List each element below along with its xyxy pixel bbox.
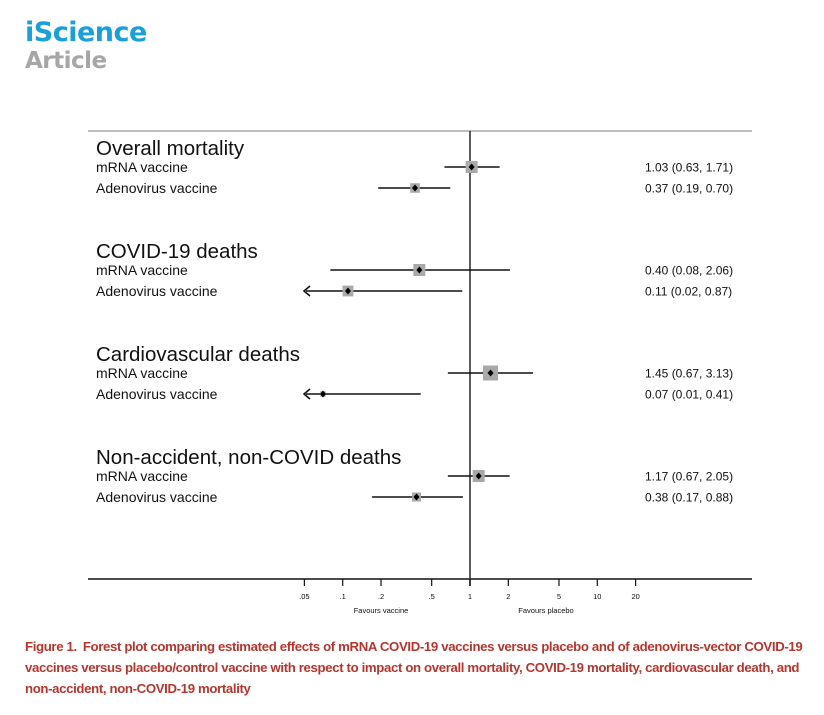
row-label: Adenovirus vaccine — [96, 180, 218, 196]
point-estimate — [412, 184, 419, 192]
group-title: Non-accident, non-COVID deaths — [96, 446, 401, 469]
ci-arrow — [302, 388, 311, 400]
estimate-text: 0.38 (0.17, 0.88) — [645, 491, 733, 505]
forest-row: mRNA vaccine 0.40 (0.08, 2.06) — [96, 262, 733, 278]
point-estimate — [468, 163, 475, 171]
caption-label: Figure 1. — [25, 639, 77, 654]
estimate-text: 0.07 (0.01, 0.41) — [645, 388, 733, 402]
row-label: Adenovirus vaccine — [96, 489, 218, 505]
point-estimate — [475, 472, 482, 480]
xlabel-right: Favours placebo — [518, 606, 573, 615]
estimate-text: 1.03 (0.63, 1.71) — [645, 161, 733, 175]
row-label: mRNA vaccine — [96, 262, 188, 278]
group-title: Cardiovascular deaths — [96, 343, 300, 366]
x-tick-label: 5 — [557, 592, 561, 601]
row-label: Adenovirus vaccine — [96, 283, 218, 299]
row-label: mRNA vaccine — [96, 159, 188, 175]
estimate-text: 0.11 (0.02, 0.87) — [645, 285, 732, 299]
row-label: mRNA vaccine — [96, 365, 188, 381]
figure-caption: Figure 1. Forest plot comparing estimated… — [25, 636, 815, 699]
forest-row: Adenovirus vaccine 0.37 (0.19, 0.70) — [96, 180, 733, 196]
x-tick-label: .05 — [299, 592, 309, 601]
forest-row: mRNA vaccine 1.45 (0.67, 3.13) — [96, 365, 733, 381]
estimate-text: 1.45 (0.67, 3.13) — [645, 367, 733, 381]
x-tick-label: .1 — [340, 592, 346, 601]
x-tick-label: 20 — [631, 592, 639, 601]
x-axis-ticks: .05 .1 .2 .5 1 2 5 10 20 — [299, 579, 640, 601]
x-tick-label: .2 — [378, 592, 384, 601]
xlabel-left: Favours vaccine — [354, 606, 409, 615]
x-tick-label: 1 — [468, 592, 472, 601]
point-estimate — [416, 266, 423, 274]
journal-name: iScience — [25, 17, 147, 48]
ci-arrow — [302, 285, 311, 297]
group-title: COVID-19 deaths — [96, 240, 258, 263]
point-estimate — [319, 390, 326, 398]
row-label: mRNA vaccine — [96, 468, 188, 484]
point-estimate — [487, 369, 494, 377]
x-tick-label: 10 — [593, 592, 601, 601]
x-tick-label: 2 — [506, 592, 510, 601]
point-estimate — [413, 493, 420, 501]
x-tick-label: .5 — [429, 592, 435, 601]
forest-plot: .05 .1 .2 .5 1 2 5 10 20 Favours vaccine Favours… — [88, 130, 752, 615]
group-title: Overall mortality — [96, 137, 245, 160]
point-estimate — [344, 287, 351, 295]
forest-row: mRNA vaccine 1.17 (0.67, 2.05) — [96, 468, 733, 484]
journal-header: iScience Article — [25, 17, 147, 75]
estimate-text: 0.40 (0.08, 2.06) — [645, 264, 733, 278]
estimate-text: 1.17 (0.67, 2.05) — [645, 470, 733, 484]
forest-row: Adenovirus vaccine 0.07 (0.01, 0.41) — [96, 386, 733, 402]
row-label: Adenovirus vaccine — [96, 386, 218, 402]
caption-text: Forest plot comparing estimated effects … — [25, 639, 803, 696]
forest-row: mRNA vaccine 1.03 (0.63, 1.71) — [96, 159, 733, 175]
article-type: Article — [25, 48, 107, 74]
estimate-text: 0.37 (0.19, 0.70) — [645, 182, 733, 196]
forest-row: Adenovirus vaccine 0.11 (0.02, 0.87) — [96, 283, 732, 299]
forest-row: Adenovirus vaccine 0.38 (0.17, 0.88) — [96, 489, 733, 505]
